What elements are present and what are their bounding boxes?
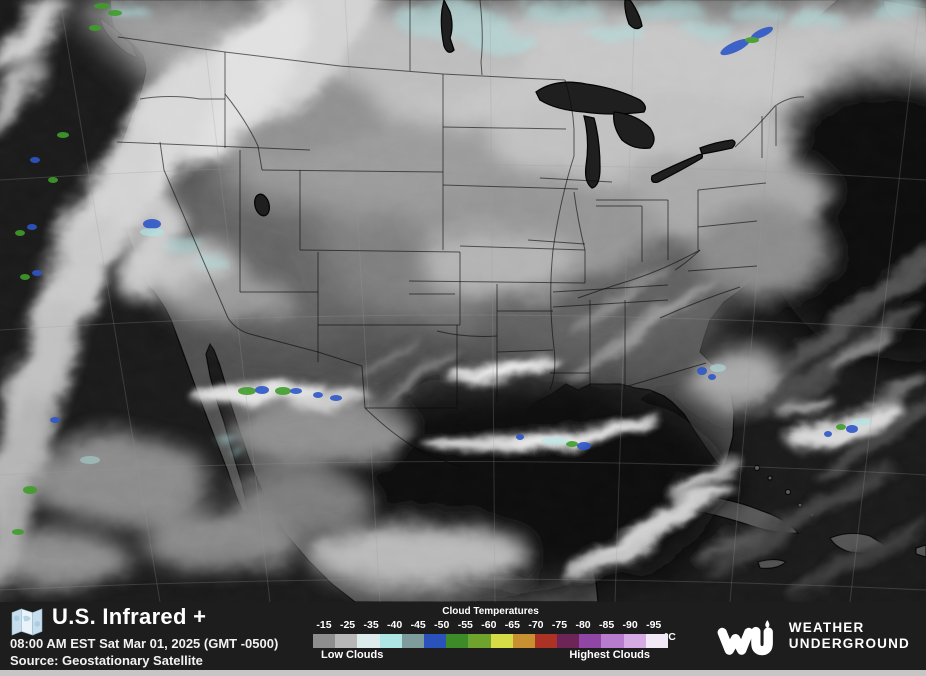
legend-tick: -95	[646, 619, 662, 631]
great-lakes	[254, 0, 736, 217]
legend-swatch	[512, 634, 535, 648]
legend-swatch	[579, 634, 602, 648]
folded-map-icon	[11, 608, 43, 636]
satellite-map	[0, 0, 926, 602]
legend-swatch	[313, 634, 336, 648]
legend-swatch	[490, 634, 513, 648]
legend-swatch	[401, 634, 424, 648]
brand-line-1: WEATHER	[788, 620, 865, 635]
legend-tick: -75	[551, 619, 568, 631]
noise-texture	[0, 0, 926, 602]
weather-underground-brand: WEATHER UNDERGROUND	[715, 613, 910, 659]
legend-tick: -80	[575, 619, 591, 631]
legend-color-scale	[313, 634, 668, 648]
legend-swatch	[468, 634, 491, 648]
legend-tick: -55	[457, 619, 473, 631]
info-bar: U.S. Infrared + 08:00 AM EST Sat Mar 01,…	[0, 602, 926, 670]
cloud-temperature-legend: Cloud Temperatures -15 -25 -35 -40 -45 -50 -55…	[313, 603, 693, 667]
source-label: Source: Geostationary Satellite	[10, 653, 203, 668]
legend-tick: -85	[599, 619, 615, 631]
legend-tick: -45	[410, 619, 426, 631]
legend-tick: -70	[528, 619, 544, 631]
legend-swatch	[423, 634, 447, 648]
page-title: U.S. Infrared +	[52, 604, 207, 629]
timestamp: 08:00 AM EST Sat Mar 01, 2025 (GMT -0500…	[10, 636, 279, 651]
legend-tick: -40	[387, 619, 403, 631]
legend-tick: -35	[363, 619, 379, 631]
legend-swatch	[645, 634, 668, 648]
satellite-map-image	[0, 0, 926, 602]
wu-logo	[717, 620, 773, 656]
brand-line-2: UNDERGROUND	[788, 636, 910, 651]
legend-tick: -90	[622, 619, 638, 631]
legend-tick: -25	[339, 619, 356, 631]
legend-swatch	[557, 634, 580, 648]
legend-tick: -60	[481, 619, 497, 631]
legend-swatch	[357, 634, 380, 648]
graticule	[0, 0, 926, 602]
legend-tick: -65	[504, 619, 520, 631]
legend-swatch	[534, 634, 558, 648]
legend-swatch	[623, 634, 646, 648]
legend-tick: -15	[316, 619, 332, 631]
low-clouds-label: Low Clouds	[321, 649, 384, 661]
legend-swatch	[601, 634, 624, 648]
legend-ticks: -15 -25 -35 -40 -45 -50 -55 -60 -65 -70 -75 -80 -85-…	[313, 619, 693, 643]
legend-swatch	[446, 634, 469, 648]
legend-unit: °C	[664, 631, 676, 643]
legend-swatch	[335, 634, 358, 648]
state-borders	[116, 0, 805, 468]
cold-cloud-top-markers	[12, 3, 872, 535]
legend-tick: -50	[434, 619, 450, 631]
legend-title: Cloud Temperatures	[442, 606, 539, 617]
legend-swatch	[379, 634, 402, 648]
bottom-edge-strip	[0, 670, 926, 676]
highest-clouds-label: Highest Clouds	[569, 649, 650, 661]
